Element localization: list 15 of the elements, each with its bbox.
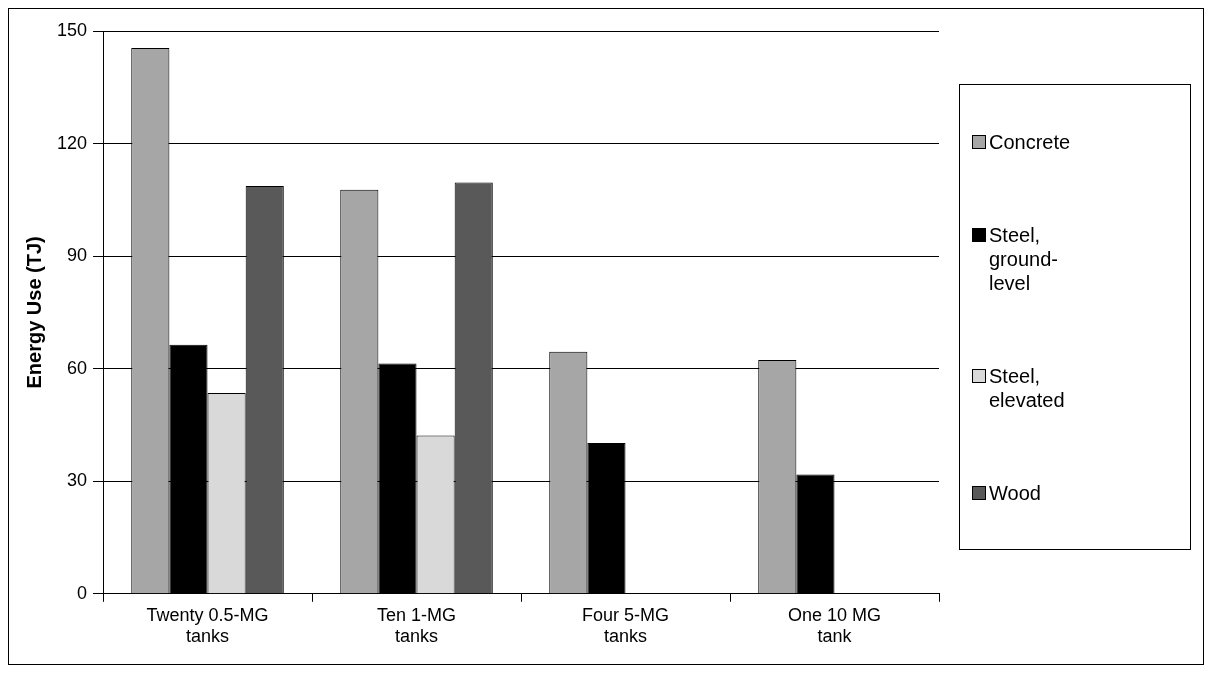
x-tick-label: Twenty 0.5-MG tanks	[146, 604, 269, 647]
legend-label: Concrete	[989, 129, 1071, 154]
y-tick-label: 60	[67, 357, 88, 378]
x-tick-label: Ten 1-MG tanks	[377, 604, 457, 647]
y-tick-label: 150	[56, 19, 88, 40]
y-axis-title: Energy Use (TJ)	[22, 236, 45, 389]
x-tick-label: Four 5-MG tanks	[582, 604, 670, 647]
y-tick-label: 30	[67, 470, 88, 491]
y-tick-label: 0	[77, 582, 88, 603]
legend-label: Wood	[989, 480, 1042, 505]
legend-label: Steel, elevated	[989, 363, 1066, 412]
legend-label: Steel, ground-level	[989, 222, 1059, 295]
y-tick-label: 120	[56, 132, 88, 153]
y-tick-label: 90	[67, 245, 88, 266]
x-tick-label: One 10 MG tank	[787, 604, 882, 647]
